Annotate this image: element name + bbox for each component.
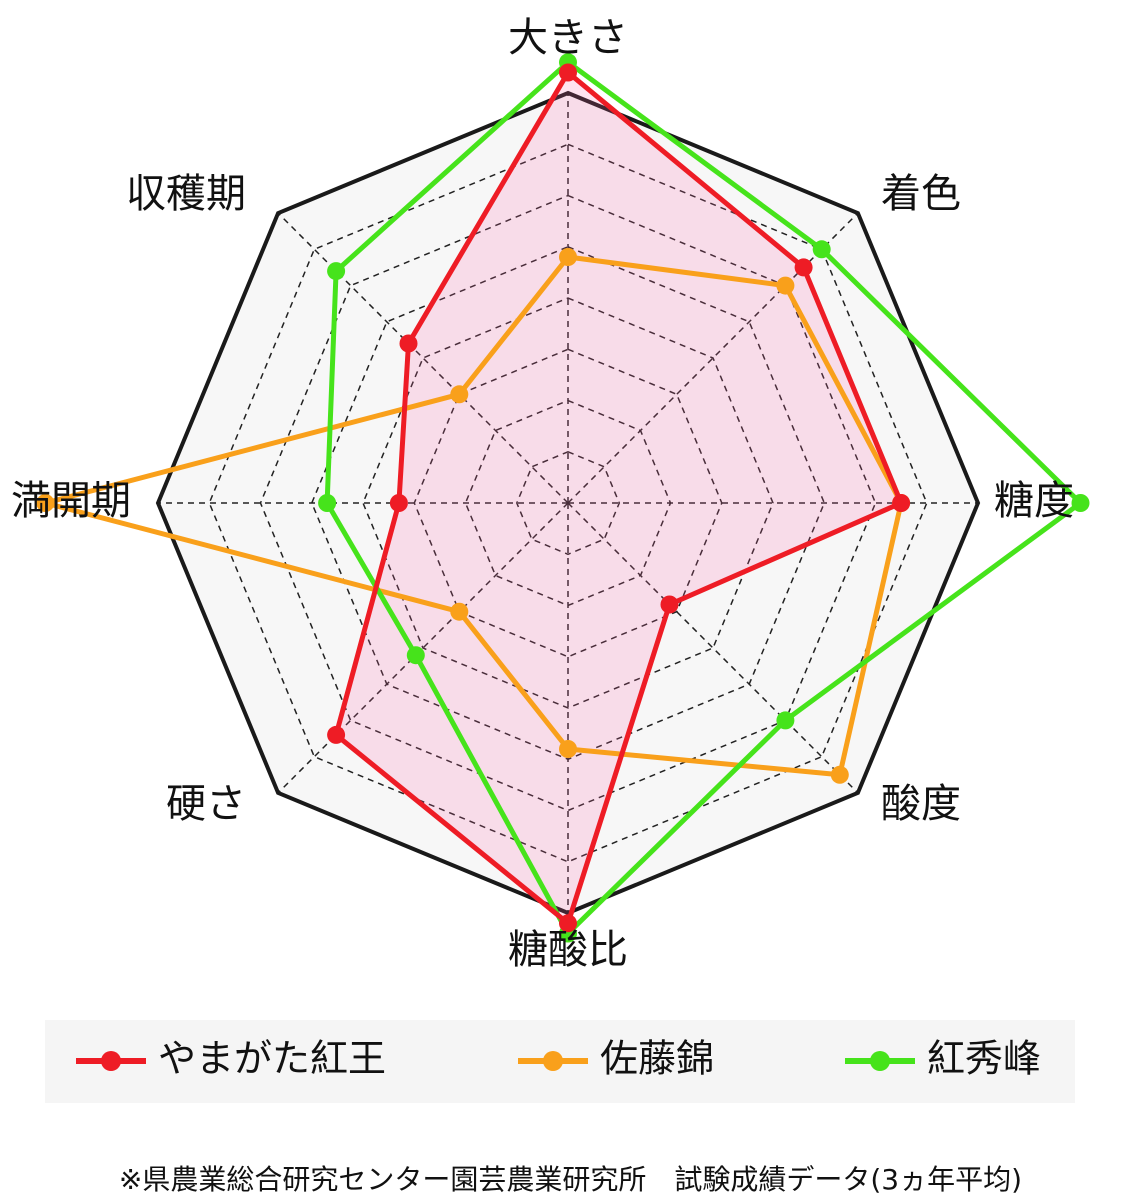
- axis-label: 大きさ: [508, 15, 628, 61]
- data-point: [318, 494, 337, 512]
- data-point: [812, 240, 831, 259]
- legend-label: 紅秀峰: [927, 1037, 1041, 1081]
- legend-label: 佐藤錦: [600, 1037, 714, 1081]
- series-fill: [336, 72, 902, 924]
- data-point: [327, 725, 346, 744]
- data-point: [389, 494, 408, 512]
- grid-ring: [515, 450, 621, 556]
- data-point: [559, 740, 577, 758]
- data-point: [776, 276, 795, 295]
- footnote: ※県農業総合研究センター園芸農業研究所 試験成績データ(3ヵ年平均): [118, 1163, 1023, 1196]
- radar-series: [36, 53, 1090, 943]
- radar-grid: [155, 90, 981, 916]
- legend-label: やまがた紅王: [158, 1037, 386, 1081]
- data-point: [450, 602, 469, 621]
- data-point: [399, 334, 418, 353]
- data-point: [1071, 494, 1090, 512]
- data-point: [776, 711, 795, 730]
- grid-ring: [208, 143, 928, 863]
- data-point: [660, 595, 679, 614]
- grid-ring: [413, 348, 723, 658]
- legend-marker: [870, 1051, 890, 1071]
- legend-marker: [543, 1051, 563, 1071]
- axis-label: 糖度: [994, 478, 1074, 524]
- grid-spoke: [567, 502, 859, 794]
- radar-outer-border: [155, 90, 981, 916]
- data-point: [559, 63, 577, 82]
- data-point: [892, 494, 911, 512]
- data-point: [559, 914, 577, 933]
- data-point: [559, 248, 577, 266]
- grid-ring: [259, 194, 877, 812]
- data-point: [406, 646, 425, 665]
- data-point: [327, 262, 346, 281]
- data-point: [36, 494, 55, 512]
- legend: やまがた紅王 佐藤錦 紅秀峰: [45, 1020, 1075, 1103]
- data-point: [450, 385, 469, 404]
- data-point: [794, 258, 813, 277]
- legend-marker: [101, 1051, 121, 1071]
- grid-spoke: [277, 502, 569, 794]
- grid-spoke: [277, 212, 569, 504]
- axis-label: 糖酸比: [508, 927, 628, 973]
- data-point: [830, 765, 849, 784]
- axis-label: 硬さ: [166, 781, 246, 827]
- axis-label: 着色: [881, 171, 961, 217]
- axis-label: 満開期: [11, 478, 131, 524]
- axis-label: 収穫期: [126, 171, 246, 217]
- axis-label: 酸度: [881, 781, 961, 827]
